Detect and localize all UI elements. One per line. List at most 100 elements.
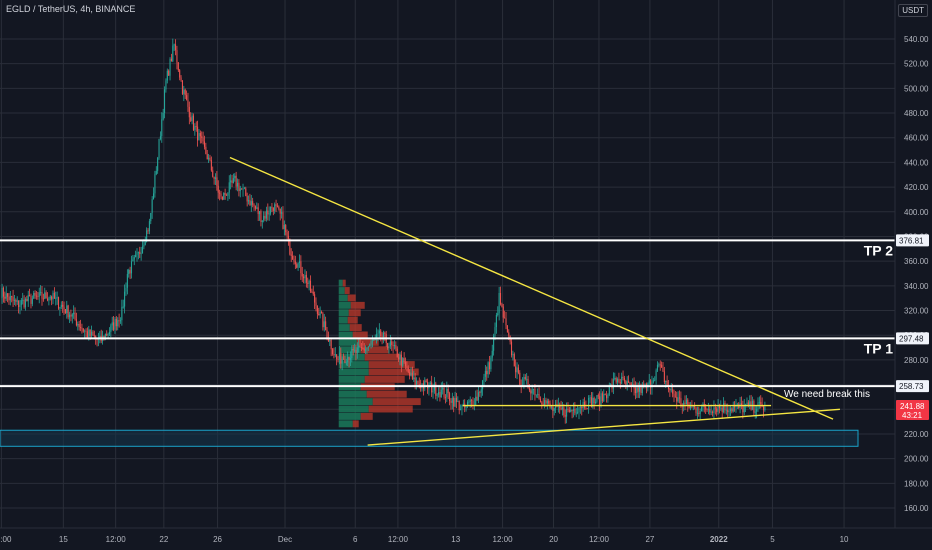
candle-body — [564, 415, 566, 417]
candle-body — [548, 400, 550, 404]
candle-body — [561, 407, 564, 410]
candle — [684, 395, 686, 411]
candle — [605, 390, 608, 403]
candle — [278, 205, 280, 211]
candle — [345, 358, 347, 366]
candle — [184, 88, 186, 99]
candle — [561, 401, 564, 416]
candle-body — [678, 397, 681, 399]
candle-body — [206, 154, 208, 160]
candle — [315, 297, 317, 312]
candle — [530, 388, 532, 401]
candle-body — [499, 293, 502, 305]
candle-body — [471, 400, 473, 402]
candle — [608, 382, 610, 397]
candle-body — [513, 354, 515, 367]
candle — [449, 391, 451, 406]
candle-body — [59, 307, 61, 309]
candle-body — [590, 397, 592, 408]
candle — [272, 207, 274, 216]
candle — [183, 85, 185, 102]
candle — [118, 313, 120, 328]
candle-body — [57, 297, 60, 309]
candle — [612, 372, 614, 395]
candle — [92, 330, 94, 336]
candle-body — [165, 80, 167, 90]
candle-body — [261, 220, 263, 222]
candle-body — [322, 313, 324, 328]
y-tick-label: 400.00 — [904, 208, 929, 217]
candle — [270, 206, 272, 216]
candle — [670, 383, 672, 393]
candle — [67, 304, 69, 320]
volume-profile-up-bar — [338, 420, 353, 428]
candle — [632, 378, 634, 387]
candle-body — [60, 304, 62, 308]
candle-body — [275, 204, 277, 206]
candle-body — [443, 387, 445, 398]
candle-body — [692, 406, 694, 407]
candle — [7, 293, 9, 303]
candle — [564, 409, 566, 424]
candle — [147, 228, 149, 235]
candle — [354, 343, 356, 353]
candle-body — [618, 378, 620, 382]
candle — [724, 400, 726, 414]
candle-body — [155, 170, 157, 175]
candle — [369, 343, 371, 347]
candle — [267, 203, 269, 221]
candle-body — [345, 362, 347, 364]
candle-body — [508, 332, 510, 336]
candle — [257, 203, 259, 221]
candle-body — [241, 188, 243, 190]
candle — [336, 354, 338, 366]
candle-body — [594, 401, 597, 404]
candle-body — [274, 204, 276, 211]
candle-body — [64, 309, 66, 314]
candle — [188, 101, 190, 125]
candle — [451, 392, 453, 410]
candle — [13, 294, 15, 305]
candle-body — [721, 407, 723, 413]
candle-body — [271, 206, 273, 209]
candle-body — [296, 264, 298, 268]
candle — [567, 402, 569, 413]
candle — [501, 302, 503, 308]
candle-body — [381, 335, 383, 337]
candle — [352, 345, 354, 356]
candle — [531, 384, 533, 401]
y-tick-label: 440.00 — [904, 158, 929, 167]
currency-button[interactable]: USDT — [898, 4, 928, 17]
candle-body — [268, 213, 270, 215]
candle — [165, 78, 167, 93]
candle-body — [252, 201, 254, 205]
candle-body — [264, 215, 266, 219]
candle-body — [168, 70, 170, 76]
candle — [512, 350, 514, 361]
candle-body — [764, 406, 766, 411]
candle — [586, 408, 588, 410]
candle — [157, 156, 159, 174]
candle — [68, 311, 71, 323]
candle — [197, 120, 199, 147]
candle-body — [199, 133, 201, 137]
candle-body — [205, 146, 207, 155]
candle — [439, 386, 441, 402]
candle-body — [214, 177, 217, 180]
candle-body — [754, 411, 756, 413]
candle — [603, 389, 605, 402]
candle — [16, 296, 18, 305]
candle-body — [48, 298, 50, 301]
candle — [626, 376, 628, 391]
candle-body — [91, 331, 93, 336]
candle-body — [662, 367, 664, 372]
annotation-break-level: We need break this — [784, 389, 870, 400]
candle-body — [146, 230, 148, 242]
candle-body — [762, 406, 765, 411]
candle-body — [367, 346, 369, 348]
candle — [77, 321, 79, 331]
candle — [615, 376, 617, 384]
candle-body — [756, 409, 758, 412]
